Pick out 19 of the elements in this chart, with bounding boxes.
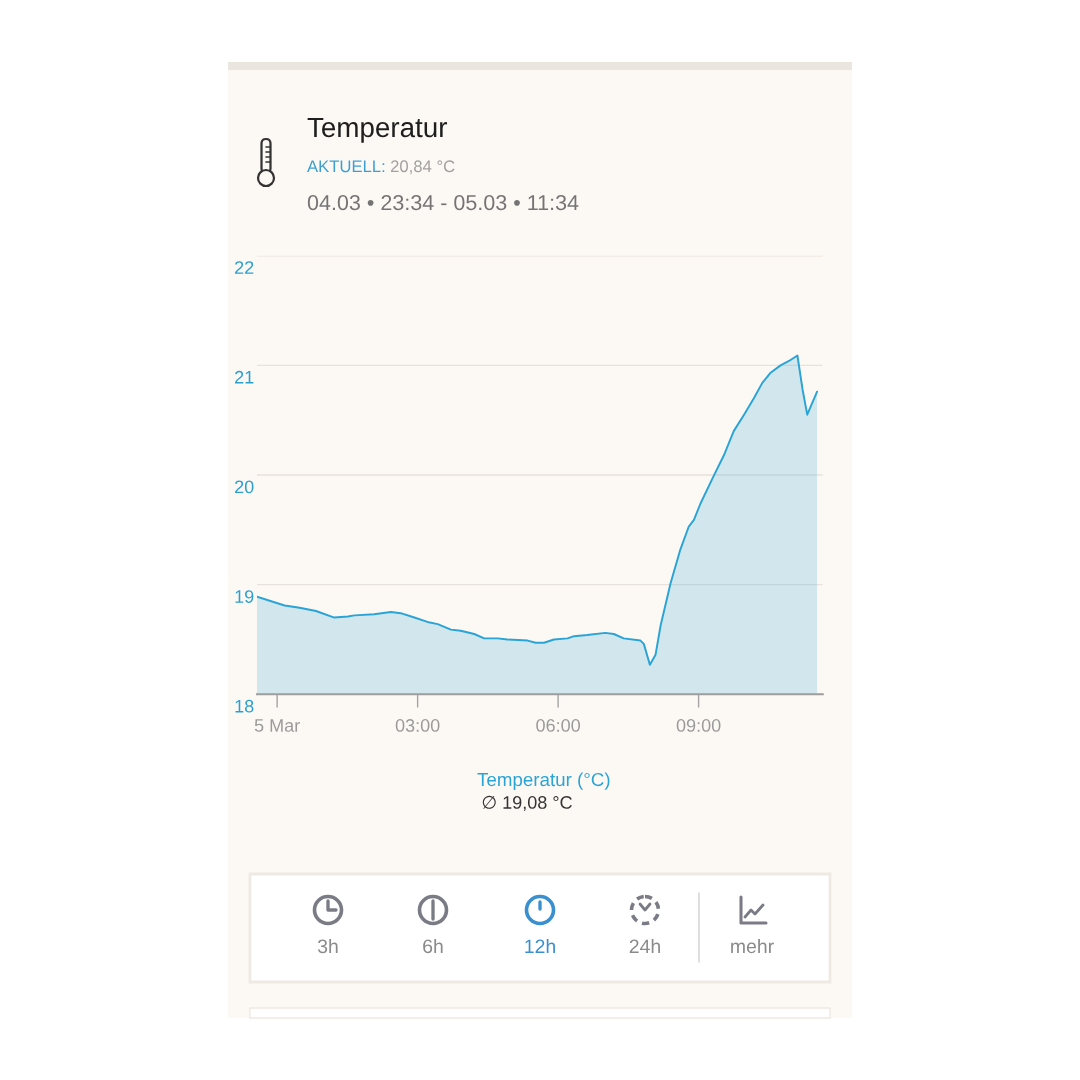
x-tick-label: 06:00 [536, 719, 580, 732]
chart-subtitle: 04.03 • 23:34 - 05.03 • 11:34 [307, 194, 579, 211]
x-tick-label: 03:00 [395, 719, 440, 732]
y-tick-label: 20 [235, 480, 254, 494]
text: Temperatur (°C) [477, 772, 610, 790]
text: 12h [525, 938, 555, 954]
y-tick-label: 19 [235, 590, 254, 603]
text: 24h [629, 938, 660, 954]
y-tick-label: 18 [235, 699, 254, 713]
x-tick-label: 5 Mar [254, 719, 300, 732]
y-tick-label: 21 [235, 370, 254, 384]
y-tick-label: 22 [235, 261, 254, 274]
text: ∅ 19,08 °C [482, 795, 572, 811]
text: AKTUELL: 20,84 °C [307, 160, 455, 175]
x-tick-label: 09:00 [676, 719, 721, 732]
text: 6h [423, 938, 443, 954]
text: mehr [731, 938, 774, 954]
text: 3h [317, 938, 338, 954]
chart-title: Temperatur [307, 117, 448, 143]
